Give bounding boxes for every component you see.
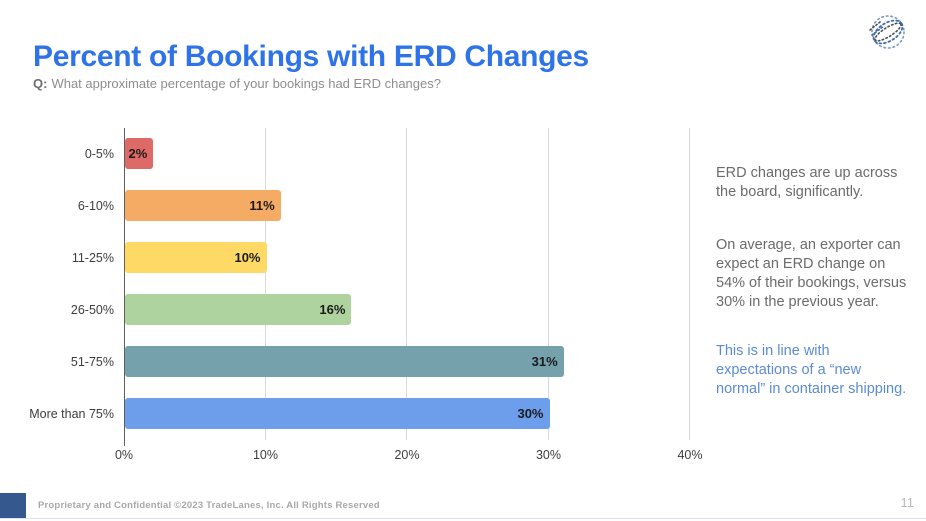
note-paragraph-1: ERD changes are up across the board, sig… bbox=[716, 165, 898, 200]
category-label: 0-5% bbox=[84, 147, 114, 161]
bar-track: 16% bbox=[124, 294, 690, 325]
x-axis-tick: 0% bbox=[114, 448, 134, 462]
note-paragraph-3: This is in line with expectations of a “… bbox=[716, 343, 907, 397]
x-axis-tick: 20% bbox=[394, 448, 420, 462]
tradelanes-globe-logo-icon bbox=[869, 15, 905, 49]
bar-track: 11% bbox=[124, 190, 690, 221]
bar-track: 31% bbox=[124, 346, 690, 377]
bar: 11% bbox=[125, 190, 281, 221]
bar-value-label: 31% bbox=[531, 354, 558, 369]
question-label: Q: bbox=[33, 76, 48, 91]
erd-changes-bar-chart: 0-5% 2% 6-10% 11% 11-25% 10% 26-50% 16% 51-75% 31… bbox=[10, 128, 703, 462]
bar-track: 30% bbox=[124, 398, 690, 429]
footer-confidentiality-text: Proprietary and Confidential ©2023 Trade… bbox=[38, 500, 380, 511]
bottom-border-line bbox=[0, 518, 926, 519]
bar: 2% bbox=[125, 138, 154, 169]
footer-accent-square bbox=[0, 493, 26, 518]
gridline bbox=[689, 128, 690, 440]
bar-value-label: 11% bbox=[249, 198, 275, 213]
bar-track: 2% bbox=[124, 138, 690, 169]
notes-panel: ERD changes are up across the board, sig… bbox=[716, 164, 914, 399]
category-label: 26-50% bbox=[70, 303, 114, 317]
x-axis-tick: 10% bbox=[252, 448, 279, 462]
bar: 30% bbox=[125, 398, 550, 429]
gridline bbox=[264, 128, 266, 440]
category-label: More than 75% bbox=[29, 407, 114, 421]
page-title: Percent of Bookings with ERD Changes bbox=[33, 40, 589, 74]
bar: 31% bbox=[125, 346, 564, 377]
bar: 10% bbox=[125, 242, 267, 273]
bar: 16% bbox=[125, 294, 352, 325]
x-axis-tick: 40% bbox=[677, 448, 703, 462]
chart-row: 51-75% 31% bbox=[10, 336, 700, 388]
bar-value-label: 2% bbox=[128, 146, 148, 161]
chart-rows: 0-5% 2% 6-10% 11% 11-25% 10% 26-50% 16% 51-75% 31… bbox=[10, 128, 700, 440]
page-number: 11 bbox=[900, 495, 915, 510]
category-label: 11-25% bbox=[71, 251, 114, 265]
bar-value-label: 10% bbox=[234, 250, 261, 265]
bar-value-label: 30% bbox=[517, 406, 544, 421]
question-text: What approximate percentage of your book… bbox=[51, 76, 441, 91]
chart-row: 0-5% 2% bbox=[10, 128, 700, 180]
chart-row: More than 75% 30% bbox=[10, 388, 700, 440]
bar-value-label: 16% bbox=[319, 302, 346, 317]
gridline bbox=[547, 128, 549, 440]
category-label: 6-10% bbox=[77, 199, 114, 213]
note-paragraph-2: On average, an exporter can expect an ER… bbox=[716, 237, 907, 310]
gridline bbox=[406, 128, 407, 440]
x-axis: 0% 10% 20% 30% 40% bbox=[115, 446, 703, 466]
x-axis-tick: 30% bbox=[535, 448, 562, 462]
plot-area bbox=[124, 128, 690, 446]
question-subtitle: Q: What approximate percentage of your bo… bbox=[33, 76, 441, 91]
category-label: 51-75% bbox=[70, 355, 114, 369]
y-axis-line bbox=[124, 128, 125, 446]
chart-row: 6-10% 11% bbox=[10, 180, 700, 232]
chart-row: 11-25% 10% bbox=[10, 232, 700, 284]
chart-row: 26-50% 16% bbox=[10, 284, 700, 336]
bar-track: 10% bbox=[124, 242, 690, 273]
